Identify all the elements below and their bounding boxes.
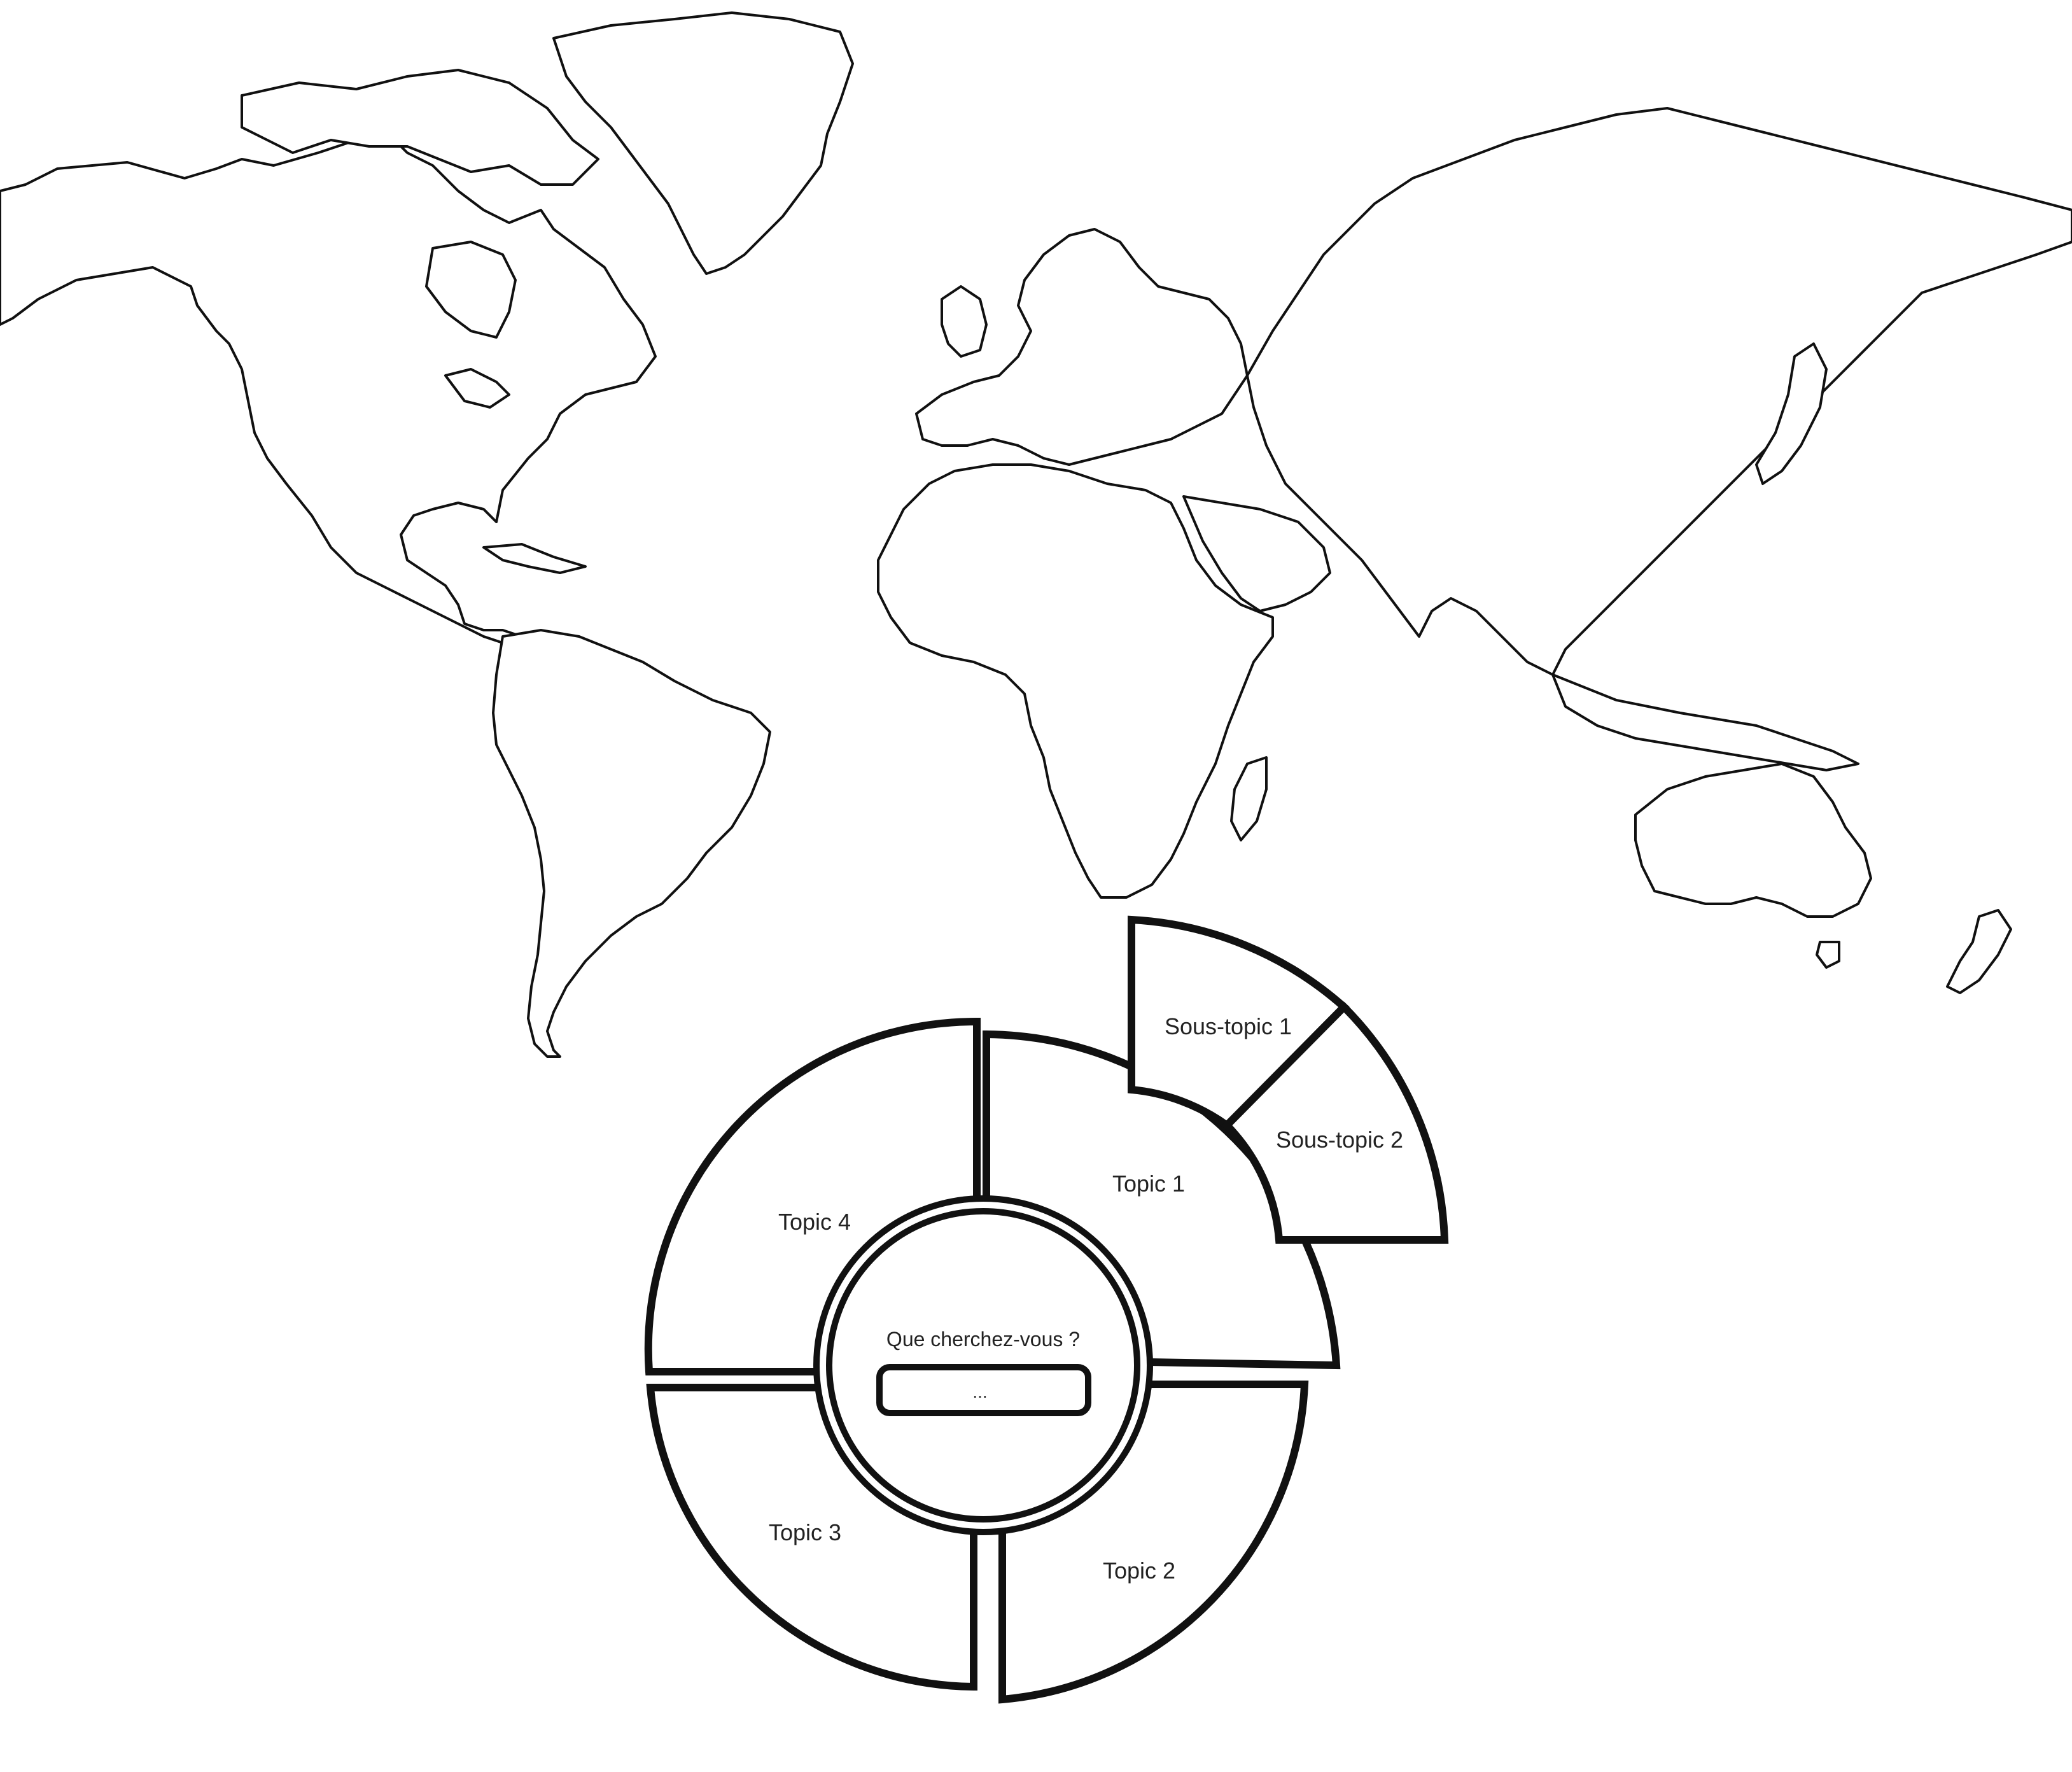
asia-landmass — [1246, 107, 2072, 676]
hudson-bay — [425, 241, 517, 339]
world-map — [0, 11, 2072, 1058]
greenland-landmass — [552, 11, 854, 275]
tasmania-island — [1816, 941, 1840, 969]
search-input-value: ... — [972, 1382, 987, 1402]
center-search-panel: Que cherchez-vous ? ... — [813, 1195, 1153, 1535]
madagascar-island — [1230, 756, 1268, 841]
australia-landmass — [1634, 763, 1872, 918]
search-prompt: Que cherchez-vous ? — [886, 1328, 1080, 1351]
south-america-landmass — [492, 629, 771, 1058]
africa-landmass — [877, 463, 1274, 899]
search-input[interactable] — [876, 1364, 1091, 1416]
southeast-asia-islands — [1551, 673, 1859, 771]
british-isles — [941, 285, 988, 358]
new-zealand-islands — [1946, 909, 2012, 994]
subtopic-1-shape[interactable] — [1128, 915, 1350, 1130]
great-lakes — [444, 368, 510, 409]
europe-landmass — [915, 228, 1249, 466]
subtopic-2-shape[interactable] — [1221, 1001, 1449, 1244]
caribbean-islands — [482, 543, 587, 574]
japan-islands — [1755, 342, 1828, 485]
arabian-peninsula — [1182, 495, 1331, 612]
arctic-islands — [241, 69, 599, 186]
